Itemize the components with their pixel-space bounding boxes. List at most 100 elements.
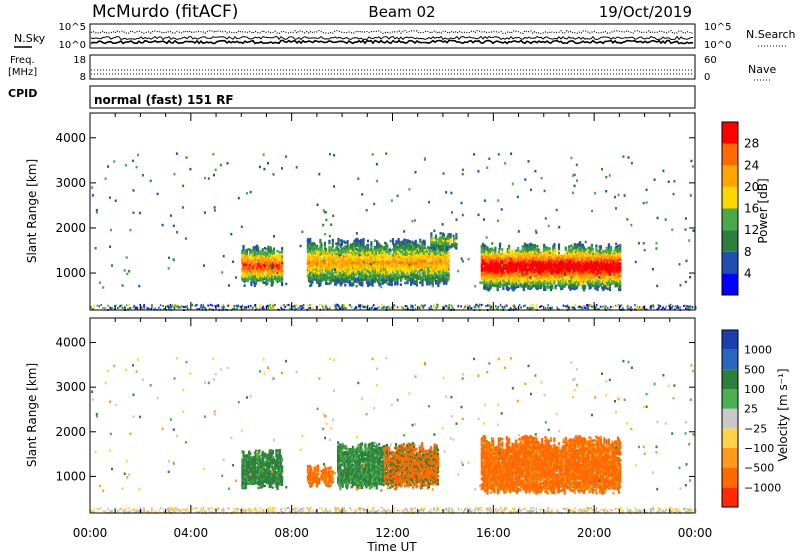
power-cell-region-1 (427, 256, 430, 259)
power-cell-region-0 (242, 247, 245, 250)
power-cell-region-3 (527, 246, 530, 249)
power-cell-region-0 (243, 251, 246, 255)
power-cell-region-1 (334, 274, 337, 278)
power-cell-region-1 (345, 264, 348, 267)
power-cell-region-1 (331, 259, 334, 262)
power-cell-region-3 (501, 266, 504, 270)
power-cell-region-1 (400, 250, 404, 254)
power-cell-region-3 (484, 262, 487, 266)
power-cell-region-0 (275, 262, 278, 265)
power-sparse-echo (672, 192, 675, 196)
power-cell-region-1 (388, 250, 391, 254)
power-cell-region-1 (391, 240, 395, 243)
power-cell-region-3 (497, 283, 500, 286)
power-cell-region-1 (413, 241, 416, 245)
power-cell-region-1 (388, 281, 391, 284)
power-cell-region-3 (508, 248, 511, 252)
power-sparse-echo (139, 211, 142, 215)
power-cell-region-2 (439, 244, 442, 247)
power-cell-region-0 (245, 277, 248, 280)
power-cell-region-0 (246, 257, 250, 260)
power-cell-region-0 (267, 255, 270, 259)
power-cell-region-1 (337, 237, 340, 241)
power-cell-region-1 (364, 245, 367, 249)
power-cell-region-1 (345, 266, 348, 269)
power-cell-region-0 (250, 255, 253, 258)
power-cell-region-3 (520, 254, 523, 258)
freq-panel (89, 54, 696, 80)
power-cell-region-0 (244, 266, 247, 269)
power-cell-region-1 (344, 277, 347, 281)
power-cell-region-1 (314, 255, 317, 259)
power-cell-region-1 (360, 255, 363, 258)
power-cell-region-1 (423, 272, 426, 276)
power-cell-region-1 (351, 267, 354, 271)
power-cell-region-0 (279, 263, 282, 267)
power-cell-region-2 (447, 241, 450, 245)
power-cell-region-3 (509, 252, 512, 255)
power-cell-region-1 (400, 258, 404, 262)
power-cell-region-3 (513, 258, 516, 262)
power-sparse-echo (516, 195, 519, 199)
power-cell-region-1 (442, 272, 446, 275)
power-cell-region-1 (338, 277, 341, 280)
power-cell-region-3 (494, 250, 497, 254)
power-sparse-echo (424, 157, 426, 160)
power-cell-region-3 (501, 278, 504, 282)
power-cell-region-1 (383, 276, 387, 279)
power-cell-region-1 (314, 268, 317, 271)
power-cell-region-1 (348, 283, 351, 287)
power-cell-region-1 (431, 281, 434, 285)
power-cell-region-1 (421, 275, 424, 279)
power-cell-region-1 (390, 257, 393, 260)
power-cell-region-1 (413, 274, 416, 277)
power-cell-region-1 (311, 244, 314, 248)
power-cell-region-3 (509, 254, 512, 257)
power-cell-region-3 (523, 246, 526, 250)
power-cell-region-1 (318, 276, 321, 279)
power-cell-region-1 (427, 274, 430, 278)
power-cell-region-3 (518, 266, 521, 270)
power-cell-region-3 (503, 279, 506, 283)
power-cell-region-2 (455, 247, 458, 250)
power-cell-region-1 (447, 271, 450, 275)
power-cell-region-0 (253, 251, 256, 255)
power-cell-region-3 (534, 244, 537, 247)
power-cell-region-3 (506, 250, 509, 253)
power-cell-region-3 (484, 267, 487, 270)
power-cell-region-1 (371, 265, 374, 269)
power-cell-region-3 (494, 279, 497, 282)
power-cell-region-3 (487, 254, 490, 257)
power-cell-region-1 (324, 249, 328, 253)
power-cell-region-3 (522, 288, 525, 292)
power-cell-region-3 (488, 277, 491, 280)
nsky-panel (89, 23, 696, 49)
power-sparse-echo (667, 180, 670, 183)
power-sparse-echo (271, 266, 274, 270)
power-cell-region-1 (404, 261, 407, 264)
power-cell-region-3 (503, 281, 506, 285)
power-cell-region-3 (484, 258, 487, 262)
power-cell-region-1 (344, 265, 347, 269)
power-cell-region-3 (501, 256, 504, 259)
power-sparse-echo (104, 177, 107, 180)
nave-tick-bottom: 0 (704, 72, 710, 83)
power-cell-region-1 (438, 281, 441, 284)
power-cell-region-0 (260, 276, 263, 280)
power-cell-region-1 (320, 248, 323, 252)
power-cell-region-0 (260, 262, 263, 266)
power-cell-region-3 (510, 278, 513, 281)
power-cell-region-1 (331, 238, 334, 242)
power-cell-region-0 (258, 252, 261, 256)
power-sparse-echo (614, 195, 616, 199)
power-cell-region-1 (337, 252, 340, 255)
power-cell-region-1 (361, 271, 364, 275)
power-cell-region-1 (447, 257, 450, 261)
power-cell-region-0 (244, 263, 247, 267)
power-cell-region-1 (321, 276, 324, 280)
power-cell-region-3 (521, 253, 524, 256)
power-cell-region-3 (498, 254, 502, 258)
power-cell-region-1 (309, 239, 312, 243)
power-cell-region-1 (402, 258, 405, 262)
power-cell-region-1 (383, 278, 387, 281)
